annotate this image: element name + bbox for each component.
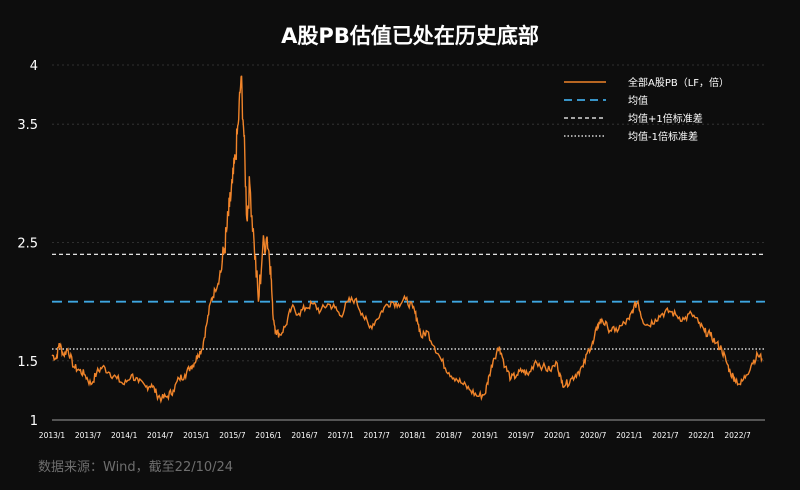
y-tick-label: 3.5 bbox=[17, 118, 38, 133]
x-tick-label: 2019/1 bbox=[472, 431, 499, 440]
x-tick-label: 2022/7 bbox=[724, 431, 751, 440]
legend-label-plus: 均值+1倍标准差 bbox=[628, 112, 703, 125]
x-tick-label: 2013/7 bbox=[75, 431, 102, 440]
x-tick-label: 2021/7 bbox=[652, 431, 679, 440]
x-tick-label: 2018/1 bbox=[400, 431, 427, 440]
x-tick-label: 2020/1 bbox=[544, 431, 571, 440]
x-tick-label: 2018/7 bbox=[436, 431, 463, 440]
grid-lines bbox=[52, 64, 765, 362]
reference-lines bbox=[52, 253, 765, 350]
x-axis-ticks: 2013/1 2013/7 2014/1 2014/7 2015/1 2015/7 2016… bbox=[39, 431, 751, 440]
y-tick-label: 1 bbox=[30, 414, 38, 429]
chart-title: A股PB估值已处在历史底部 bbox=[281, 24, 539, 48]
x-tick-label: 2014/1 bbox=[111, 431, 138, 440]
x-tick-label: 2015/1 bbox=[183, 431, 210, 440]
x-tick-label: 2013/1 bbox=[39, 431, 66, 440]
pb-series-line bbox=[51, 75, 763, 404]
y-tick-label: 1.5 bbox=[17, 355, 38, 370]
x-tick-label: 2016/7 bbox=[291, 431, 318, 440]
y-tick-label: 2.5 bbox=[17, 237, 38, 252]
legend-label-minus: 均值-1倍标准差 bbox=[628, 130, 698, 143]
x-tick-label: 2017/7 bbox=[364, 431, 391, 440]
x-tick-label: 2017/1 bbox=[327, 431, 354, 440]
x-tick-label: 2021/1 bbox=[616, 431, 643, 440]
x-tick-label: 2022/1 bbox=[688, 431, 715, 440]
y-axis-ticks: 1 1.5 2.5 3.5 4 bbox=[17, 59, 38, 429]
legend: 全部A股PB（LF，倍） 均值 均值+1倍标准差 均值-1倍标准差 bbox=[564, 76, 729, 143]
legend-label-mean: 均值 bbox=[628, 94, 648, 107]
x-tick-label: 2015/7 bbox=[219, 431, 246, 440]
x-tick-label: 2016/1 bbox=[255, 431, 282, 440]
x-tick-label: 2014/7 bbox=[147, 431, 174, 440]
legend-label-series: 全部A股PB（LF，倍） bbox=[628, 76, 729, 89]
x-tick-label: 2019/7 bbox=[508, 431, 535, 440]
data-source-note: 数据来源：Wind，截至22/10/24 bbox=[38, 460, 234, 475]
y-tick-label: 4 bbox=[30, 59, 38, 74]
x-tick-label: 2020/7 bbox=[580, 431, 607, 440]
